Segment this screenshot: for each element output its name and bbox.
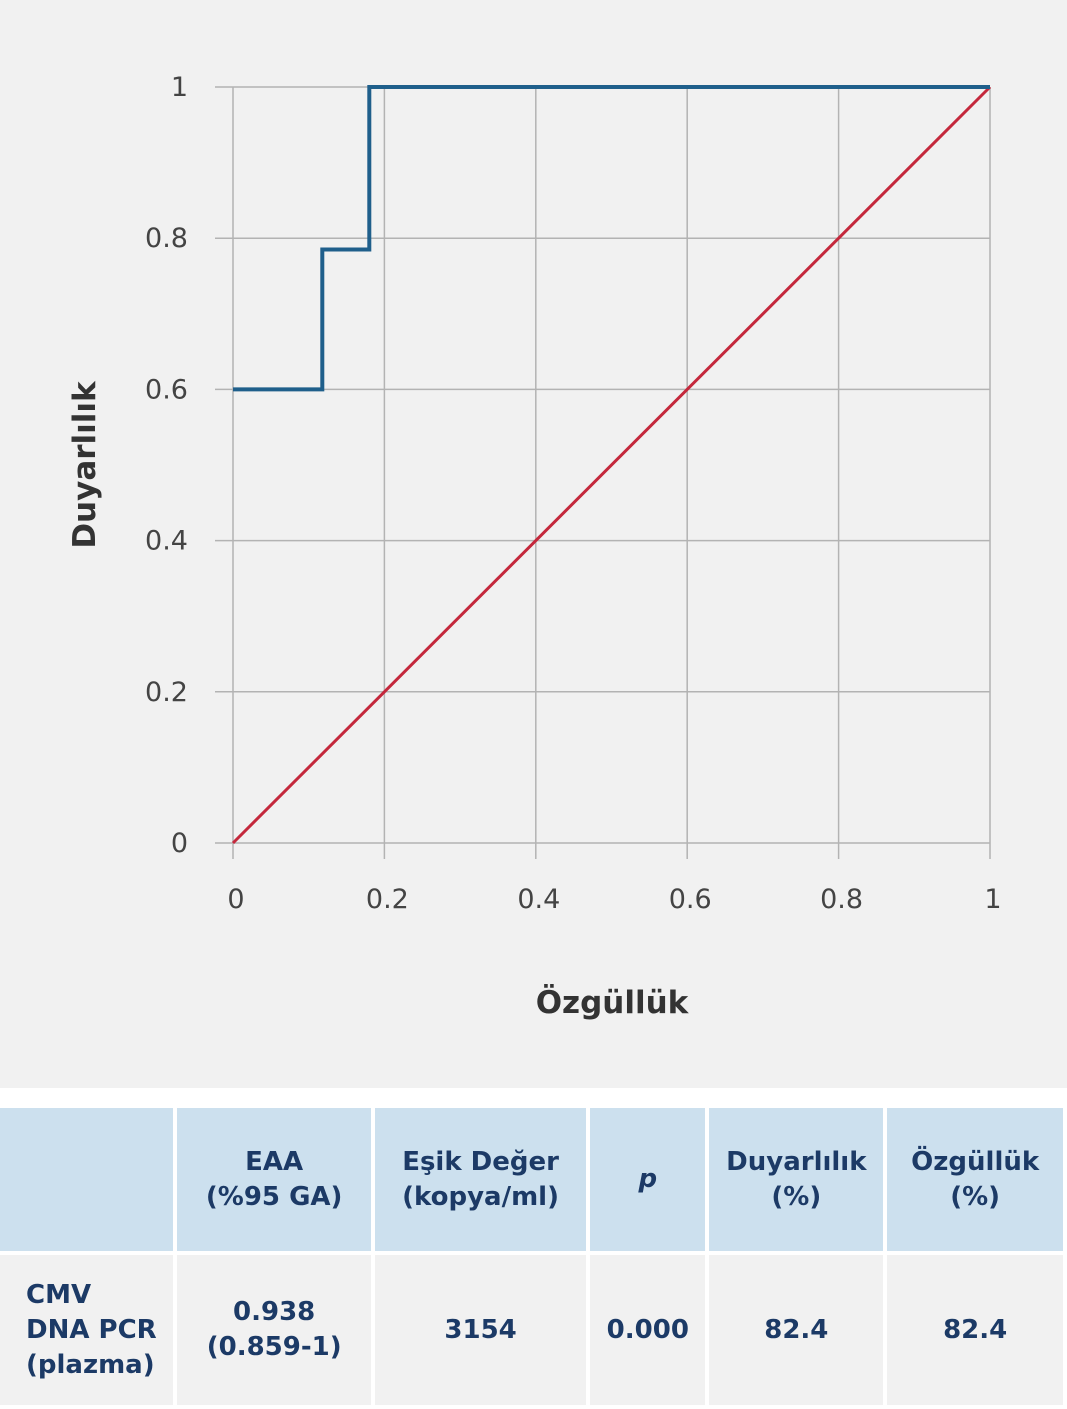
roc-chart-panel: 0 0.2 0.4 0.6 0.8 1 0 0.2 0.4 0.6 0.8 1 Özgüllük Du… — [0, 0, 1067, 1088]
row-label-line1: CMV — [26, 1279, 92, 1310]
header-threshold: Eşik Değer (kopya/ml) — [374, 1108, 587, 1251]
header-specificity-line2: (%) — [950, 1181, 1001, 1212]
y-tick-label: 0 — [171, 828, 188, 859]
eaa-interval: (0.859-1) — [206, 1332, 342, 1362]
sensitivity-value-cell: 82.4 — [709, 1255, 884, 1405]
y-tick-label: 0.8 — [145, 223, 188, 254]
y-tick-label: 1 — [171, 72, 188, 103]
threshold-value-cell: 3154 — [374, 1255, 587, 1405]
header-p: p — [590, 1108, 706, 1251]
y-tick-label: 0.2 — [145, 677, 188, 708]
header-sensitivity: Duyarlılık (%) — [709, 1108, 884, 1251]
x-tick-label: 0.6 — [669, 884, 712, 915]
header-sensitivity-line1: Duyarlılık — [726, 1146, 867, 1177]
header-threshold-line1: Eşik Değer — [402, 1146, 559, 1177]
x-tick-label: 0.8 — [820, 884, 863, 915]
p-value-cell: 0.000 — [590, 1255, 706, 1405]
table-header-row: EAA (%95 GA) Eşik Değer (kopya/ml) p Duy… — [0, 1108, 1063, 1251]
header-specificity-line1: Özgüllük — [911, 1146, 1040, 1177]
tick-labels: 0 0.2 0.4 0.6 0.8 1 0 0.2 0.4 0.6 0.8 1 — [145, 72, 1002, 915]
sensitivity-value: 82.4 — [764, 1314, 829, 1345]
specificity-value: 82.4 — [943, 1314, 1008, 1345]
header-eaa: EAA (%95 GA) — [177, 1108, 371, 1251]
x-tick-label: 0.4 — [517, 884, 560, 915]
x-tick-label: 0 — [227, 884, 244, 915]
x-tick-label: 1 — [984, 884, 1001, 915]
table-row: CMV DNA PCR (plazma) 0.938 (0.859-1) 315… — [0, 1255, 1063, 1405]
threshold-value: 3154 — [444, 1314, 517, 1345]
header-eaa-line2: (%95 GA) — [205, 1181, 343, 1212]
series-lines — [231, 85, 992, 845]
header-sensitivity-line2: (%) — [771, 1181, 822, 1212]
results-table: EAA (%95 GA) Eşik Değer (kopya/ml) p Duy… — [0, 1104, 1067, 1409]
header-empty-cell — [0, 1108, 174, 1251]
eaa-value-cell: 0.938 (0.859-1) — [177, 1255, 371, 1405]
row-label-line3: (plazma) — [26, 1349, 155, 1380]
x-tick-label: 0.2 — [366, 884, 409, 915]
y-tick-label: 0.6 — [145, 374, 188, 405]
p-value: 0.000 — [606, 1314, 689, 1345]
row-label-line2: DNA PCR — [26, 1314, 157, 1345]
y-axis-title: Duyarlılık — [67, 380, 103, 549]
eaa-value: 0.938 — [233, 1297, 316, 1327]
roc-curve-line — [233, 85, 990, 392]
specificity-value-cell: 82.4 — [887, 1255, 1063, 1405]
header-eaa-line1: EAA — [245, 1146, 304, 1177]
y-tick-label: 0.4 — [145, 526, 188, 557]
results-table-panel: EAA (%95 GA) Eşik Değer (kopya/ml) p Duy… — [0, 1104, 1067, 1405]
header-specificity: Özgüllük (%) — [887, 1108, 1063, 1251]
roc-chart: 0 0.2 0.4 0.6 0.8 1 0 0.2 0.4 0.6 0.8 1 Özgüllük Du… — [67, 72, 1002, 1021]
header-threshold-line2: (kopya/ml) — [402, 1181, 559, 1212]
row-label-cell: CMV DNA PCR (plazma) — [0, 1255, 174, 1405]
header-p-label: p — [638, 1164, 658, 1194]
x-axis-title: Özgüllük — [536, 984, 690, 1021]
reference-diagonal-line — [231, 85, 992, 845]
